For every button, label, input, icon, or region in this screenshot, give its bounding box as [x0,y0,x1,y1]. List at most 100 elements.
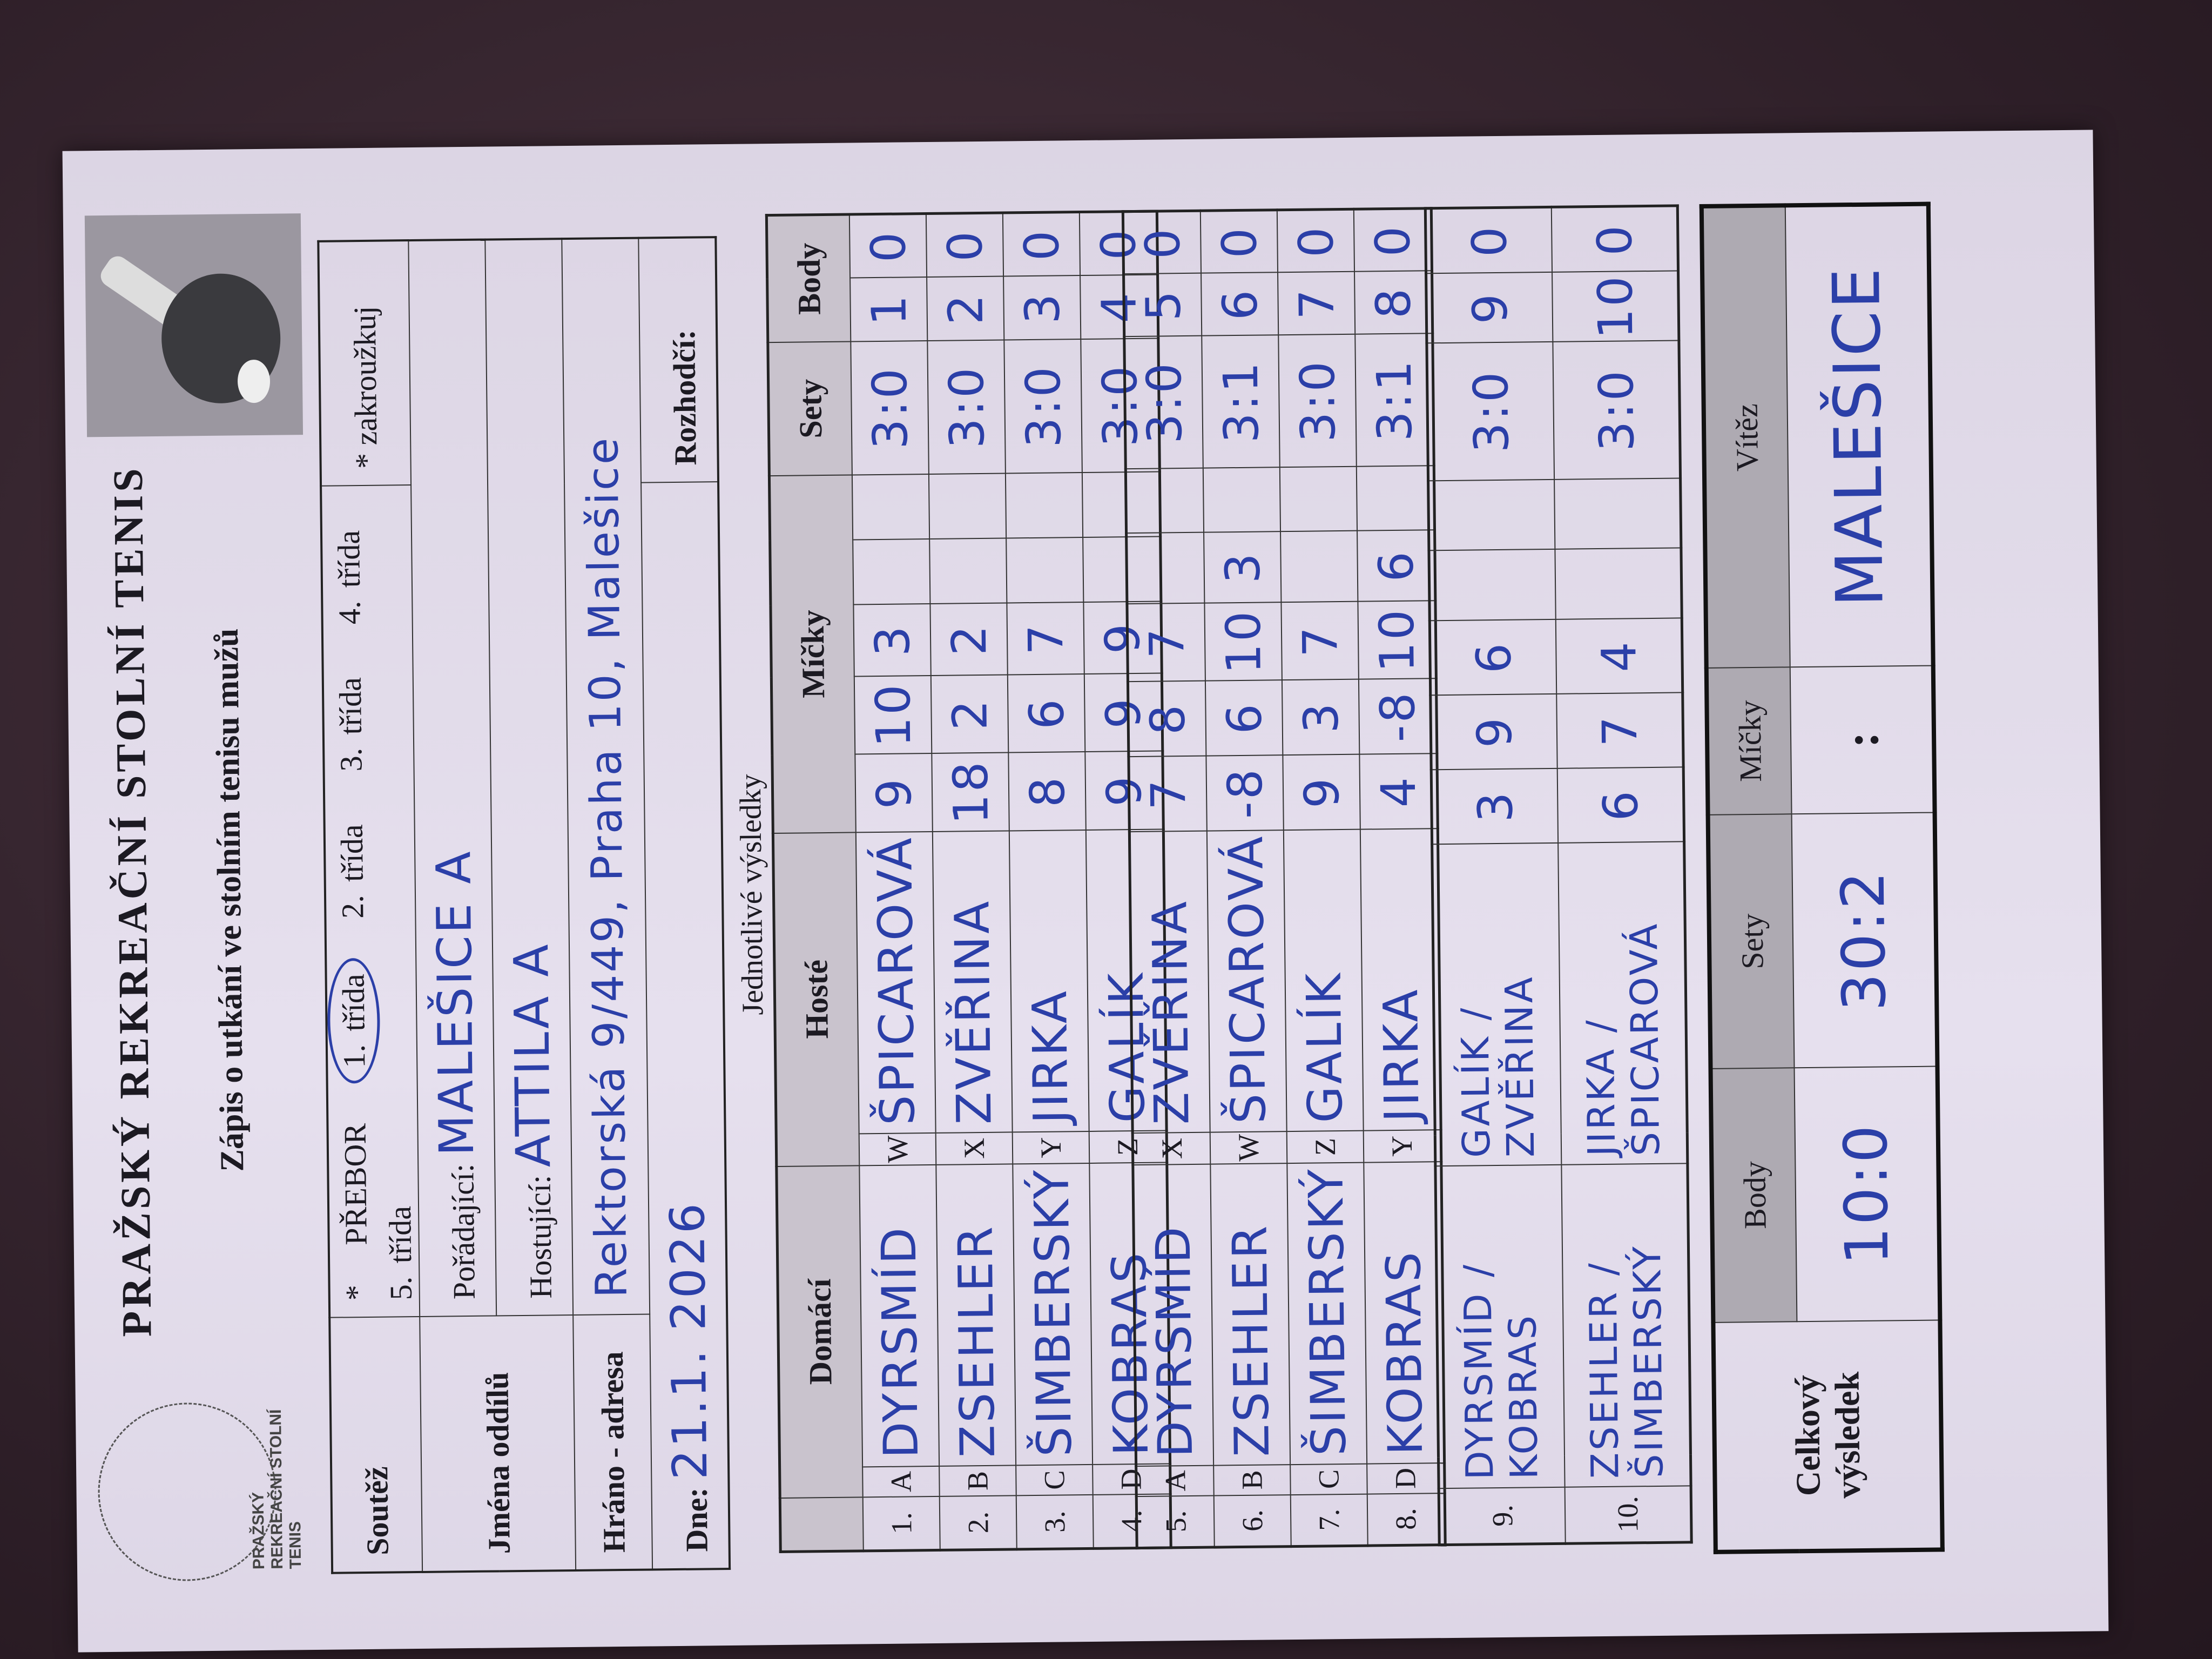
set-balls[interactable] [853,539,930,605]
set-balls[interactable]: 8 [1008,752,1086,831]
set-balls[interactable]: 18 [932,752,1009,832]
option-class-2[interactable]: 2. třída [334,824,370,919]
set-balls[interactable]: 4 [1359,753,1438,830]
set-balls[interactable]: 6 [1007,673,1085,753]
set-balls[interactable]: -8 [1358,678,1437,754]
option-class-1-selected[interactable]: 1. třída [327,957,381,1084]
set-balls[interactable] [1280,530,1358,603]
set-balls[interactable] [1279,467,1358,532]
set-balls[interactable]: 2 [930,603,1008,676]
set-balls[interactable] [928,473,1007,539]
guest-player[interactable]: ŠPICAROVÁ [1206,830,1287,1132]
points-home[interactable]: 5 [1123,273,1202,337]
points-guest[interactable]: 0 [1200,210,1278,274]
sets-score[interactable]: 3:1 [1355,333,1434,467]
sets-score[interactable]: 3:0 [851,340,929,475]
points-guest[interactable]: 0 [1277,209,1355,273]
set-balls[interactable]: 7 [1127,603,1205,682]
points-home[interactable]: 3 [1003,275,1081,340]
option-class-3[interactable]: 3. třída [332,677,369,772]
home-player[interactable]: ŠIMBERSKÝ [1013,1163,1093,1466]
home-pair[interactable]: ZSEHLER / ŠIMBERSKÝ [1561,1163,1691,1487]
home-player[interactable]: DYRSMÍD [859,1164,940,1467]
home-player[interactable]: ŠIMBERSKÝ [1287,1162,1367,1465]
set-balls[interactable] [1555,548,1682,619]
set-balls[interactable] [852,474,930,540]
set-balls[interactable]: 6 [1429,619,1557,696]
set-balls[interactable]: 9 [1430,693,1557,770]
sets-score[interactable]: 3:0 [927,340,1006,474]
sets-score[interactable]: 3:0 [1004,339,1082,474]
set-balls[interactable] [1554,478,1681,550]
set-balls[interactable] [929,538,1007,604]
points-home[interactable]: 10 [1552,271,1679,342]
set-balls[interactable] [1428,479,1555,551]
guest-player[interactable]: ŠPICAROVÁ [855,831,936,1134]
set-balls[interactable]: 9 [1283,754,1360,830]
guest-player[interactable]: JIRKA [1360,828,1441,1131]
points-guest[interactable]: 0 [1353,208,1432,272]
guest-player[interactable]: GALÍK [1283,829,1364,1132]
sets-score[interactable]: 3:0 [1278,334,1357,468]
set-balls[interactable] [1126,532,1205,604]
guest-pair[interactable]: GALÍK / ZVĚŘINA [1432,842,1562,1166]
sets-score[interactable]: 3:0 [1426,342,1555,481]
set-balls[interactable] [1006,537,1084,603]
option-prebor[interactable]: PŘEBOR [337,1123,374,1246]
set-balls[interactable]: 3 [1282,679,1360,756]
set-balls[interactable]: -8 [1206,755,1284,831]
guest-player[interactable]: ZVĚŘINA [932,831,1013,1133]
set-balls[interactable] [1356,466,1435,531]
poradajici-value[interactable]: MALEŠICE A [425,849,484,1156]
points-guest[interactable]: 0 [1123,211,1202,274]
sets-score[interactable]: 3:0 [1124,335,1203,469]
home-player[interactable]: ZSEHLER [936,1164,1016,1466]
total-body[interactable]: 10:0 [1794,1066,1940,1322]
points-guest[interactable]: 0 [1002,212,1081,276]
set-balls[interactable] [1203,467,1281,532]
points-home[interactable]: 8 [1354,271,1433,334]
total-vitez[interactable]: MALEŠICE [1785,204,1933,667]
points-home[interactable]: 7 [1278,272,1355,335]
set-balls[interactable]: 6 [1205,680,1283,756]
points-home[interactable]: 1 [850,277,928,342]
points-guest[interactable]: 0 [849,213,927,278]
total-sety[interactable]: 30:2 [1791,812,1938,1068]
sets-score[interactable]: 3:1 [1202,335,1280,469]
points-guest[interactable]: 0 [1551,205,1678,273]
set-balls[interactable]: 3 [853,604,931,677]
home-pair[interactable]: DYRSMÍD / KOBRAS [1435,1165,1565,1489]
option-class-5[interactable]: 5. třída [382,1205,419,1300]
option-class-4[interactable]: 4. třída [331,530,367,625]
set-balls[interactable] [1428,549,1556,621]
home-player[interactable]: KOBRAS [1364,1161,1445,1464]
hrano-value[interactable]: Rektorská 9/449, Praha 10, Malešice [562,238,650,1315]
home-player[interactable]: ZSEHLER [1210,1163,1291,1466]
set-balls[interactable]: 10 [1204,602,1282,681]
set-balls[interactable]: 10 [1358,601,1437,679]
points-guest[interactable]: 0 [926,213,1004,278]
set-balls[interactable]: 7 [1007,602,1084,675]
home-player[interactable]: DYRSMÍD [1132,1164,1214,1466]
guest-player[interactable]: ZVĚŘINA [1129,831,1210,1134]
set-balls[interactable]: 8 [1128,680,1206,757]
set-balls[interactable] [1125,468,1204,534]
set-balls[interactable]: 2 [930,675,1009,754]
points-home[interactable]: 6 [1201,272,1279,336]
set-balls[interactable]: 9 [855,753,933,833]
set-balls[interactable]: 6 [1557,767,1684,843]
set-balls[interactable]: 10 [854,675,932,754]
set-balls[interactable]: 4 [1555,618,1683,694]
set-balls[interactable] [1005,472,1083,538]
set-balls[interactable]: 7 [1128,756,1207,832]
sets-score[interactable]: 3:0 [1553,340,1681,480]
set-balls[interactable]: 7 [1281,601,1359,680]
guest-player[interactable]: JIRKA [1009,830,1089,1132]
set-balls[interactable]: 3 [1431,768,1559,845]
points-home[interactable]: 2 [927,276,1004,341]
set-balls[interactable]: 3 [1204,531,1282,603]
points-guest[interactable]: 0 [1425,207,1553,274]
guest-pair[interactable]: JIRKA / ŠPICAROVÁ [1558,841,1688,1165]
hostujici-value[interactable]: ATTILA A [503,942,561,1168]
dne-value[interactable]: 21.1. 2026 [659,1201,718,1480]
